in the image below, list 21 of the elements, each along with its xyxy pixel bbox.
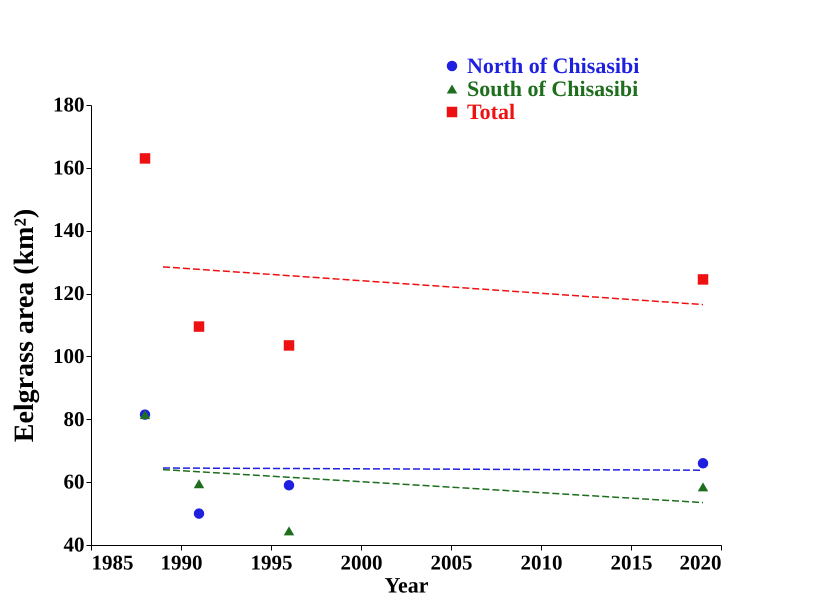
y-tick-label: 40 — [64, 532, 84, 556]
x-tick-label: 2020 — [680, 550, 722, 574]
y-tick-label: 60 — [64, 470, 84, 494]
x-tick-label: 2000 — [340, 550, 382, 574]
legend-label: South of Chisasibi — [467, 76, 638, 101]
x-tick-label: 1985 — [92, 550, 134, 574]
x-tick-label: 1990 — [160, 550, 202, 574]
x-tick-label: 2015 — [610, 550, 652, 574]
legend-label: Total — [467, 99, 516, 124]
x-axis-title: Year — [384, 572, 429, 598]
y-tick-label: 80 — [64, 406, 84, 431]
y-tick-label: 180 — [53, 92, 84, 116]
y-tick-label: 160 — [53, 155, 84, 180]
y-tick-label: 120 — [53, 281, 84, 306]
y-axis-title: Eelgrass area (km²) — [9, 208, 40, 442]
legend-label: North of Chisasibi — [467, 53, 640, 78]
x-tick-label: 1995 — [250, 550, 292, 574]
y-tick-label: 100 — [53, 344, 84, 368]
y-tick-label: 140 — [53, 218, 84, 242]
x-tick-label: 2005 — [430, 550, 472, 574]
x-tick-label: 2010 — [520, 550, 562, 574]
